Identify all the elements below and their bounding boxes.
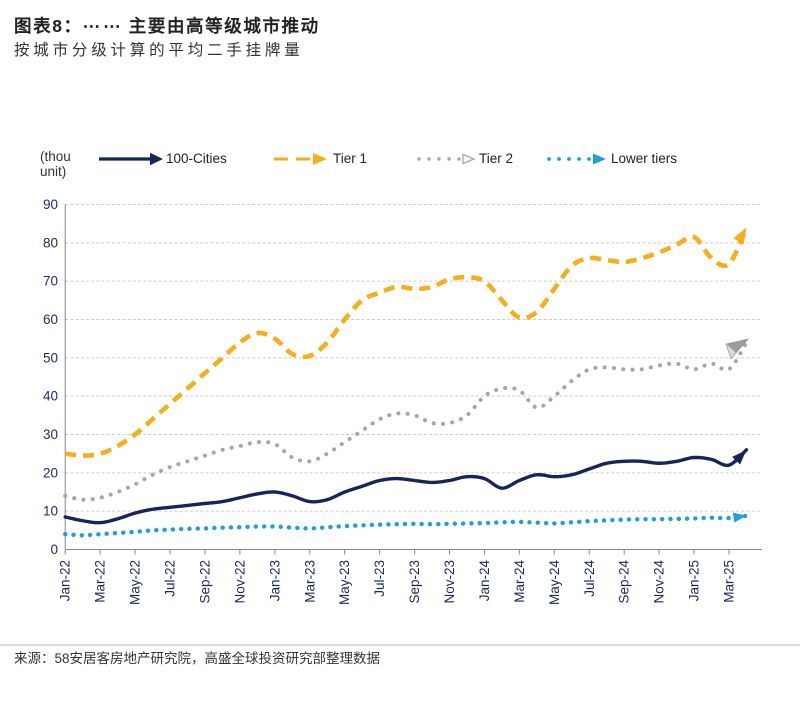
svg-text:Nov-24: Nov-24: [652, 560, 667, 604]
svg-text:Jan-22: Jan-22: [58, 560, 73, 601]
svg-text:60: 60: [43, 312, 58, 327]
svg-text:May-24: May-24: [547, 560, 562, 606]
svg-text:100-Cities: 100-Cities: [166, 151, 227, 166]
svg-text:Jul-24: Jul-24: [582, 560, 597, 597]
svg-text:70: 70: [43, 274, 58, 289]
svg-text:Sep-24: Sep-24: [617, 560, 632, 604]
svg-text:Tier 2: Tier 2: [479, 151, 513, 166]
svg-text:Jul-23: Jul-23: [372, 560, 387, 597]
svg-text:90: 90: [43, 197, 58, 212]
svg-text:Lower tiers: Lower tiers: [611, 151, 677, 166]
svg-text:40: 40: [43, 389, 58, 404]
svg-text:Mar-22: Mar-22: [93, 560, 108, 603]
svg-text:unit): unit): [40, 164, 66, 179]
svg-text:Sep-23: Sep-23: [407, 560, 422, 604]
svg-text:80: 80: [43, 235, 58, 250]
svg-text:Mar-25: Mar-25: [722, 560, 737, 603]
svg-text:20: 20: [43, 465, 58, 480]
svg-text:Tier 1: Tier 1: [333, 151, 367, 166]
svg-text:来源：58安居客房地产研究院，高盛全球投资研究部整理数据: 来源：58安居客房地产研究院，高盛全球投资研究部整理数据: [14, 650, 380, 666]
svg-text:May-23: May-23: [337, 560, 352, 605]
svg-text:Mar-23: Mar-23: [302, 560, 317, 603]
svg-text:Nov-22: Nov-22: [232, 560, 247, 604]
svg-text:30: 30: [43, 427, 58, 442]
svg-text:0: 0: [50, 542, 58, 557]
svg-text:10: 10: [43, 504, 58, 519]
svg-text:Mar-24: Mar-24: [512, 560, 527, 603]
svg-text:Jan-25: Jan-25: [687, 560, 702, 601]
svg-text:May-22: May-22: [128, 560, 143, 605]
svg-text:Sep-22: Sep-22: [197, 560, 212, 604]
svg-text:Nov-23: Nov-23: [442, 560, 457, 604]
svg-text:(thou: (thou: [40, 149, 71, 164]
svg-text:50: 50: [43, 350, 58, 365]
svg-text:Jul-22: Jul-22: [163, 560, 178, 597]
svg-text:Jan-23: Jan-23: [267, 560, 282, 601]
svg-text:Jan-24: Jan-24: [477, 560, 492, 602]
